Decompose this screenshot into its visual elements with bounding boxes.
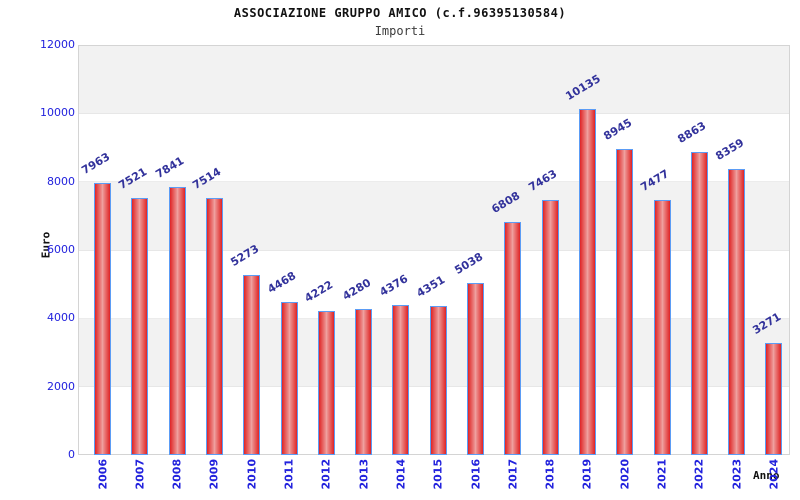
bar-2022 [690, 152, 708, 455]
x-tick-label: 2020 [618, 458, 632, 490]
bar-2008 [168, 187, 186, 455]
x-tick-label: 2018 [543, 458, 557, 490]
x-tick-label: 2013 [357, 458, 371, 490]
x-tick-label: 2008 [170, 458, 184, 490]
y-tick-label: 4000 [47, 311, 75, 325]
bar-2011 [280, 302, 298, 455]
y-tick-label: 2000 [47, 379, 75, 393]
x-tick-label: 2017 [506, 458, 520, 490]
bar-2010 [243, 275, 261, 455]
bar-2015 [429, 306, 447, 455]
bar-2006 [94, 183, 111, 455]
x-tick-label: 2006 [96, 458, 109, 490]
bar-2016 [467, 283, 484, 455]
bar-2007 [131, 198, 149, 455]
bar-2012 [317, 311, 335, 455]
x-axis-title: Anno [753, 469, 780, 482]
bar-2021 [653, 200, 671, 455]
chart-title: ASSOCIAZIONE GRUPPO AMICO (c.f.963951305… [233, 6, 567, 20]
bar-2023 [728, 169, 746, 455]
x-tick-label: 2012 [319, 458, 333, 490]
bar-2024 [765, 343, 783, 455]
bar-2017 [504, 222, 522, 455]
bar-2013 [355, 309, 373, 455]
chart-subtitle: Importi [374, 24, 426, 38]
bar-2009 [205, 198, 223, 455]
x-tick-label: 2021 [655, 458, 669, 490]
plot-band [79, 182, 789, 251]
x-tick-label: 2019 [580, 458, 594, 490]
x-tick-label: 2022 [692, 458, 706, 490]
plot-band [79, 46, 789, 115]
y-tick-label: 12000 [40, 38, 75, 51]
x-tick-label: 2024 [767, 458, 781, 490]
x-tick-label: 2009 [207, 458, 221, 490]
bar-2014 [392, 305, 410, 455]
y-tick-label: 6000 [47, 243, 75, 256]
y-tick-label: 0 [68, 448, 75, 461]
bar-2019 [578, 109, 596, 455]
x-tick-label: 2014 [394, 458, 408, 490]
bar-2020 [616, 149, 634, 455]
x-tick-label: 2007 [133, 458, 147, 490]
x-tick-label: 2011 [282, 458, 296, 490]
plot-band [79, 114, 789, 183]
x-tick-label: 2016 [469, 458, 482, 490]
x-tick-label: 2015 [431, 458, 445, 490]
y-tick-label: 8000 [47, 174, 75, 188]
bar-2018 [541, 200, 559, 455]
x-tick-label: 2010 [245, 458, 259, 490]
x-tick-label: 2023 [730, 458, 744, 490]
y-tick-label: 10000 [40, 106, 75, 120]
